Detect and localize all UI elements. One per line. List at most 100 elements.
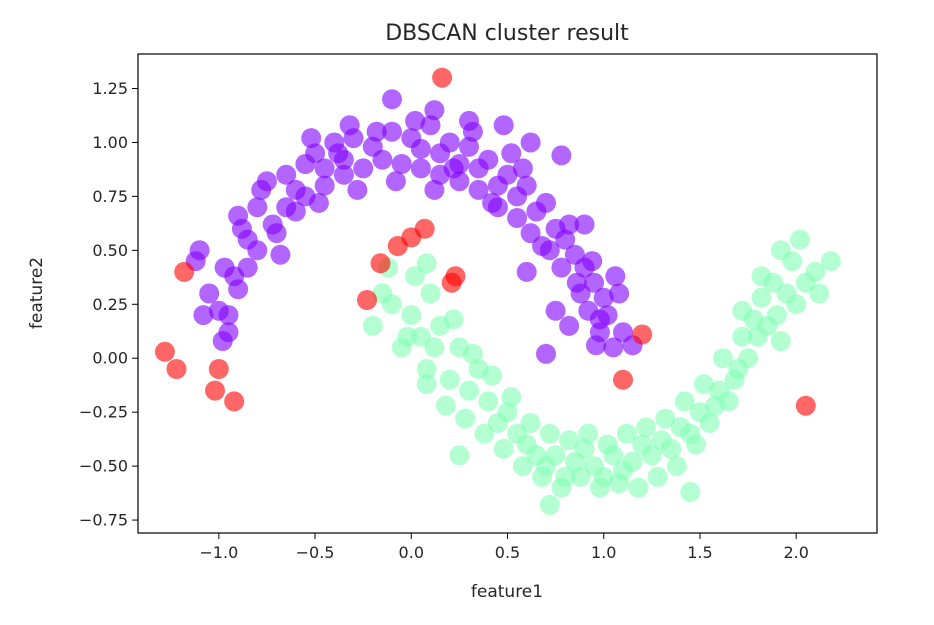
- data-point: [462, 343, 483, 364]
- data-point: [347, 179, 368, 200]
- data-point: [270, 244, 291, 265]
- data-point: [609, 283, 630, 304]
- data-point: [605, 266, 626, 287]
- data-point: [666, 456, 687, 477]
- data-point: [559, 214, 580, 235]
- data-point: [224, 391, 245, 412]
- data-point: [362, 315, 383, 336]
- data-point: [305, 143, 326, 164]
- data-point: [166, 359, 187, 379]
- data-point: [449, 445, 470, 466]
- data-point: [566, 272, 587, 293]
- data-point: [501, 143, 522, 164]
- data-point: [174, 261, 195, 282]
- data-point: [520, 413, 541, 433]
- data-point: [328, 143, 349, 164]
- data-point: [582, 251, 603, 272]
- data-point: [474, 423, 495, 444]
- data-point: [420, 115, 441, 136]
- data-point: [385, 171, 406, 192]
- data-point: [661, 438, 682, 459]
- data-point: [401, 305, 422, 326]
- data-point: [420, 283, 441, 304]
- data-point: [410, 158, 431, 179]
- data-point: [559, 315, 580, 336]
- data-point: [416, 359, 437, 379]
- data-point: [616, 423, 637, 444]
- data-point: [545, 445, 566, 466]
- data-point: [493, 115, 514, 136]
- data-point: [459, 136, 479, 157]
- data-point: [520, 132, 541, 153]
- data-point: [603, 337, 624, 358]
- data-point: [551, 145, 572, 166]
- data-point: [439, 132, 460, 153]
- x-axis: −1.0 −0.5 0.0 0.5 1.0 1.5 2.0: [199, 533, 809, 562]
- data-point: [795, 395, 816, 416]
- y-tick-label: −0.50: [79, 457, 128, 476]
- data-point: [301, 128, 322, 149]
- data-point: [208, 300, 229, 321]
- data-point: [555, 229, 576, 250]
- data-point: [205, 380, 225, 401]
- data-point: [414, 218, 435, 239]
- data-point: [382, 89, 402, 110]
- x-axis-label: feature1: [471, 582, 543, 602]
- data-point: [636, 417, 657, 438]
- data-point: [574, 214, 595, 235]
- data-point: [382, 294, 402, 315]
- data-point: [366, 121, 387, 142]
- data-point: [416, 253, 437, 274]
- data-point: [551, 477, 572, 498]
- data-point: [397, 326, 418, 347]
- series-1: [362, 229, 841, 515]
- data-point: [455, 408, 476, 429]
- data-point: [655, 408, 676, 429]
- y-tick-label: 0.50: [92, 241, 128, 260]
- data-point: [435, 395, 456, 416]
- data-point: [424, 179, 445, 200]
- data-point: [443, 309, 464, 330]
- data-point: [333, 164, 354, 185]
- y-tick-label: 0.75: [92, 187, 128, 206]
- data-point: [410, 138, 431, 159]
- data-point: [536, 343, 556, 364]
- data-point: [308, 192, 329, 213]
- data-point: [416, 374, 437, 395]
- data-point: [199, 283, 220, 304]
- x-tick-label: −1.0: [199, 543, 238, 562]
- y-tick-label: −0.75: [79, 511, 128, 530]
- data-point: [593, 287, 614, 308]
- data-point: [441, 272, 462, 293]
- data-point: [790, 229, 810, 250]
- data-point: [738, 348, 759, 369]
- data-point: [405, 266, 426, 287]
- data-point: [613, 369, 633, 390]
- y-tick-label: 1.25: [92, 79, 128, 98]
- data-point: [497, 164, 518, 185]
- points-layer: [154, 67, 841, 515]
- x-tick-label: −0.5: [296, 543, 335, 562]
- data-point: [820, 251, 841, 272]
- data-point: [507, 208, 528, 228]
- data-point: [443, 158, 464, 179]
- data-point: [339, 115, 360, 136]
- data-point: [622, 451, 643, 472]
- data-point: [231, 218, 252, 239]
- data-point: [647, 466, 668, 487]
- data-point: [680, 482, 701, 502]
- data-point: [770, 331, 791, 351]
- x-tick-label: 1.5: [687, 543, 712, 562]
- data-point: [584, 272, 605, 293]
- data-point: [247, 240, 268, 261]
- y-tick-label: 0.25: [92, 295, 128, 314]
- data-point: [512, 158, 533, 179]
- data-point: [597, 434, 618, 455]
- data-point: [770, 240, 791, 261]
- data-point: [247, 197, 268, 218]
- data-point: [551, 257, 572, 278]
- data-point: [424, 100, 445, 121]
- data-point: [574, 438, 595, 459]
- data-point: [468, 179, 489, 200]
- data-point: [512, 456, 533, 477]
